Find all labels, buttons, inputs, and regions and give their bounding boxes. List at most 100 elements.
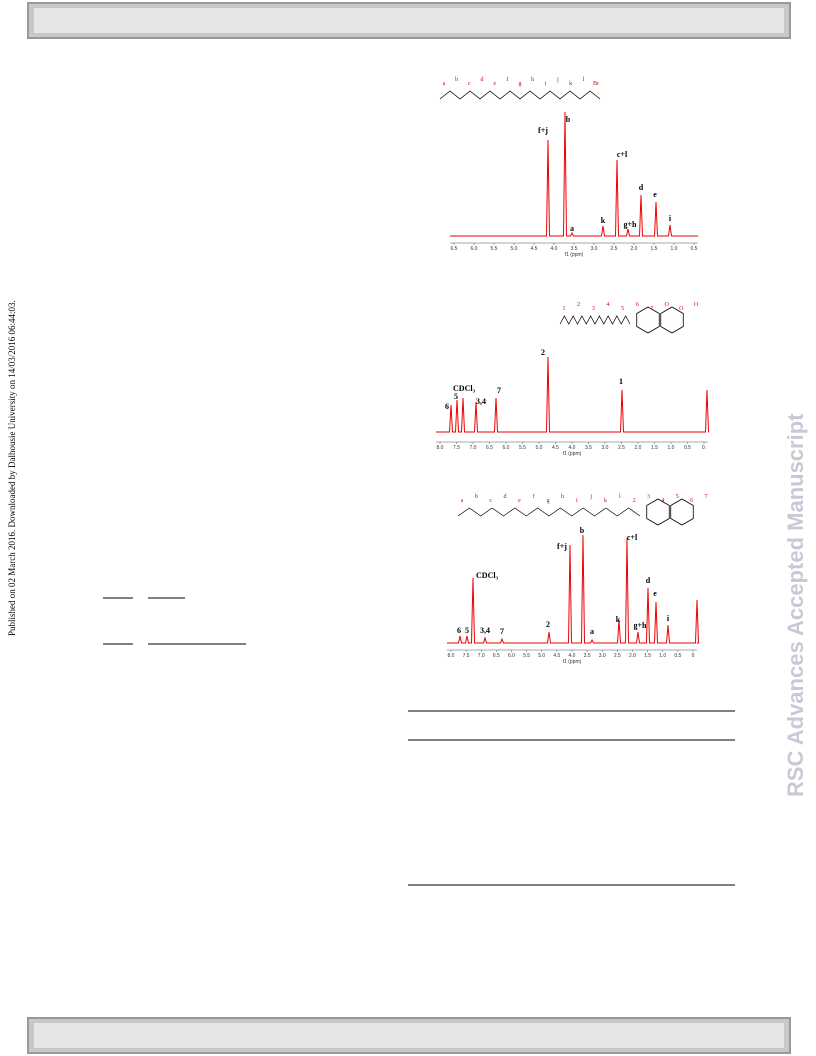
- tick-label: 4.5: [553, 653, 560, 659]
- structure-label: 5: [621, 306, 624, 312]
- peak-label: b: [580, 526, 585, 535]
- structure-label: 6: [636, 302, 639, 308]
- peak-label: d: [639, 183, 644, 192]
- tick-label: 1.5: [651, 445, 658, 451]
- structure-label: j: [556, 77, 559, 83]
- structure-label: h: [561, 494, 564, 500]
- peak-label: 3,4: [476, 397, 486, 406]
- tick-label: 6.0: [471, 246, 478, 252]
- peak-label: 6: [457, 626, 461, 635]
- spectrum-trace: [436, 356, 710, 433]
- tick-label: 3.5: [585, 445, 592, 451]
- structure-label: O: [679, 306, 684, 312]
- structure-label: 4: [607, 302, 610, 308]
- structure-label: d: [481, 77, 484, 83]
- footer-inner: [34, 1023, 784, 1048]
- tick-label: 3.0: [591, 246, 598, 252]
- peak-label: k: [616, 615, 621, 624]
- structure-label: k: [569, 81, 572, 87]
- peak-label: f+j: [538, 126, 548, 135]
- structure-label: g: [547, 498, 550, 504]
- peak-label: 7: [497, 386, 501, 395]
- structure-label: 5: [676, 494, 679, 500]
- structure-bond: [439, 90, 601, 100]
- structure-ring: [660, 306, 684, 334]
- tick-label: 5.0: [538, 653, 545, 659]
- rules: [103, 597, 735, 886]
- peak-label: 3,4: [480, 626, 490, 635]
- structure-label: 7: [705, 494, 708, 500]
- structure-label: i: [544, 81, 546, 87]
- structure-label: a: [461, 498, 464, 504]
- structure-bond: [457, 507, 641, 517]
- tick-label: 3.5: [571, 246, 578, 252]
- structure-label: 1: [563, 306, 566, 312]
- tick-label: 8.0: [437, 445, 444, 451]
- axis-label: f1 (ppm): [563, 451, 582, 457]
- tick-label: 0.5: [691, 246, 698, 252]
- structure-label: c: [489, 498, 492, 504]
- tick-label: 6.5: [493, 653, 500, 659]
- peak-label: c+l: [617, 150, 628, 159]
- structure-label: f: [533, 493, 535, 500]
- peak-label: b: [566, 115, 571, 124]
- tick-label: 8.0: [448, 653, 455, 659]
- tick-label: 0.5: [674, 653, 681, 659]
- peak-label: a: [590, 627, 594, 636]
- tick-label: 0.5: [684, 445, 691, 451]
- tick-label: 1.5: [644, 653, 651, 659]
- peak-label: 2: [546, 620, 550, 629]
- structure-label: e: [493, 81, 496, 87]
- structure-label: k: [604, 498, 607, 504]
- structure-label: d: [504, 494, 507, 500]
- tick-label: 7.0: [470, 445, 477, 451]
- tick-label: 4.0: [569, 445, 576, 451]
- peak-label: g+h: [633, 621, 647, 630]
- structure-label: f: [506, 76, 508, 83]
- spectrum-trace: [447, 534, 700, 644]
- structure-label: l: [619, 494, 621, 500]
- tick-label: 1.0: [671, 246, 678, 252]
- tick-label: 6.5: [451, 246, 458, 252]
- side-note: Published on 02 March 2016. Downloaded b…: [7, 300, 17, 636]
- peak-label: g+h: [623, 220, 637, 229]
- header-inner: [34, 8, 784, 33]
- axis-label: f1 (ppm): [563, 659, 582, 665]
- structure-label: c: [468, 81, 471, 87]
- structure-bond: [559, 315, 631, 325]
- peak-label: e: [653, 190, 657, 199]
- peak-label: CDCl₃: [476, 571, 499, 580]
- tick-label: 2.0: [631, 246, 638, 252]
- peak-label: 5: [454, 392, 458, 401]
- tick-label: 1.5: [651, 246, 658, 252]
- peak-label: c+l: [627, 533, 638, 542]
- structure-ring: [670, 498, 694, 526]
- structure-label: 4: [661, 498, 664, 504]
- tick-label: 4.5: [552, 445, 559, 451]
- peak-label: i: [669, 214, 672, 223]
- tick-label: 1.0: [659, 653, 666, 659]
- tick-label: 7.5: [463, 653, 470, 659]
- structure-label: O: [664, 302, 669, 308]
- structure-label: Br: [593, 81, 599, 87]
- structure-label: g: [519, 81, 522, 87]
- peak-label: a: [570, 224, 574, 233]
- structure-label: 6: [690, 498, 693, 504]
- structure-label: e: [518, 498, 521, 504]
- peak-label: 7: [500, 627, 504, 636]
- structure-label: O: [694, 302, 699, 308]
- peak-label: e: [653, 589, 657, 598]
- peak-label: CDCl₃: [453, 384, 476, 393]
- structure-label: a: [443, 81, 446, 87]
- structure-label: 2: [633, 498, 636, 504]
- peak-label: 1: [619, 377, 623, 386]
- tick-label: 3.0: [602, 445, 609, 451]
- tick-label: 1.0: [668, 445, 675, 451]
- spectrum-trace: [450, 111, 698, 237]
- tick-label: 5.5: [523, 653, 530, 659]
- peak-label: 2: [541, 348, 545, 357]
- axis-label: f1 (ppm): [565, 252, 584, 258]
- structure-label: i: [576, 498, 578, 504]
- tick-label: 5.5: [491, 246, 498, 252]
